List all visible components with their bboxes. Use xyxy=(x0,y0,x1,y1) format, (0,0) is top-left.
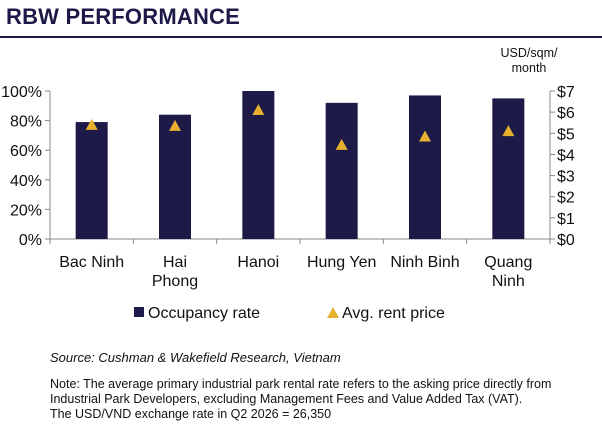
rent-price-marker xyxy=(335,138,348,150)
y-left-tick-label: 60% xyxy=(10,143,42,160)
bar-occupancy xyxy=(409,95,441,239)
bar-occupancy xyxy=(75,122,108,239)
y-right-tick-label: $5 xyxy=(557,126,575,143)
x-tick-label-line: Hung Yen xyxy=(307,254,376,271)
rent-price-marker xyxy=(502,125,515,137)
title-divider xyxy=(0,36,602,38)
rent-price-marker xyxy=(169,119,181,131)
legend-label-rent: Avg. rent price xyxy=(342,305,445,322)
x-tick-label-line: Phong xyxy=(152,273,198,290)
y-left-tick-label: 20% xyxy=(10,202,42,219)
right-axis-unit-line: USD/sqm/ xyxy=(500,46,558,60)
x-tick-label: Hung Yen xyxy=(307,254,376,271)
bar-occupancy xyxy=(242,91,275,239)
y-right-tick-label: $7 xyxy=(557,84,575,101)
x-tick-label-line: Bac Ninh xyxy=(59,254,124,271)
legend-label-occupancy: Occupancy rate xyxy=(148,305,260,322)
bar-occupancy xyxy=(325,102,358,239)
exchange-rate-note: The USD/VND exchange rate in Q2 2026 = 2… xyxy=(50,407,332,421)
x-tick-label-line: Ninh xyxy=(492,273,525,290)
y-left-tick-label: 80% xyxy=(10,114,42,131)
chart: 0% 20% 40% 60% 80% 100% $0 $1 $2 $3 $4 $5 $6 $7 Bac … xyxy=(1,84,575,322)
y-left-tick-label: 100% xyxy=(1,84,42,101)
x-tick-label: Hai Phong xyxy=(152,254,198,290)
y-right-tick-label: $0 xyxy=(557,232,575,249)
bar-occupancy xyxy=(159,114,191,239)
rental-rate-note: Note: The average primary industrial par… xyxy=(50,377,552,406)
x-tick-label-line: Ninh Binh xyxy=(390,254,459,271)
bar-occupancy xyxy=(492,98,525,240)
legend-swatch-occupancy xyxy=(134,307,144,317)
page-title: RBW PERFORMANCE xyxy=(6,4,240,29)
y-right-tick-label: $2 xyxy=(557,190,575,207)
right-axis-unit-line: month xyxy=(511,61,547,75)
x-tick-label: Hanoi xyxy=(237,254,279,271)
source-note: Source: Cushman & Wakefield Research, Vi… xyxy=(50,350,341,365)
y-right-tick-label: $4 xyxy=(557,147,575,164)
x-tick-label-line: Quang xyxy=(484,254,532,271)
x-tick-label: Quang Ninh xyxy=(484,254,532,290)
x-tick-label-line: Hanoi xyxy=(237,254,279,271)
y-right-tick-label: $1 xyxy=(557,211,575,228)
y-left-tick-label: 0% xyxy=(19,232,42,249)
right-axis-unit-label: USD/sqm/ month xyxy=(484,46,574,76)
y-right-tick-label: $3 xyxy=(557,169,575,186)
x-tick-label: Bac Ninh xyxy=(59,254,124,271)
rent-price-marker xyxy=(252,104,265,116)
y-right-tick-label: $6 xyxy=(557,105,575,122)
rent-price-marker xyxy=(419,130,431,142)
rent-price-marker xyxy=(85,118,98,130)
legend-swatch-rent xyxy=(327,307,339,318)
x-tick-label-line: Hai xyxy=(163,254,187,271)
x-tick-label: Ninh Binh xyxy=(390,254,459,271)
footnote: Note: The average primary industrial par… xyxy=(50,377,595,422)
y-left-tick-label: 40% xyxy=(10,173,42,190)
